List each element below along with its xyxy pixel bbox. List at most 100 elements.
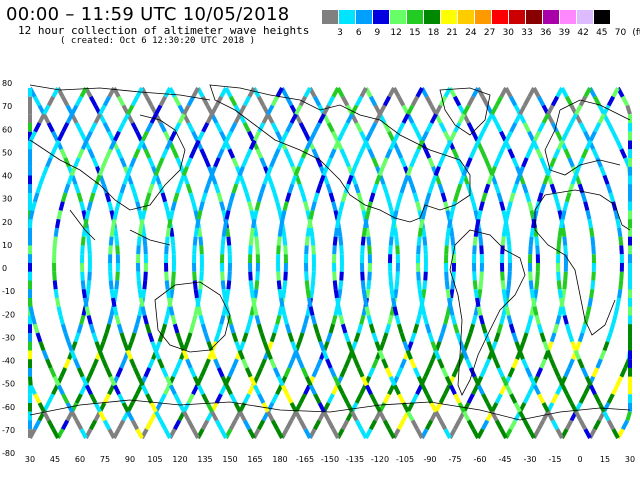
track-segment (381, 183, 389, 194)
track-segment (84, 130, 93, 142)
track-segment (458, 174, 466, 185)
track-segment (468, 192, 476, 203)
track-segment (591, 148, 600, 159)
track-segment (257, 393, 266, 404)
track-segment (84, 384, 93, 396)
track-segment (76, 367, 85, 378)
track-segment (226, 280, 232, 290)
track-segment (362, 297, 369, 308)
track-segment (555, 384, 564, 396)
track-segment (569, 113, 578, 124)
track-segment (275, 384, 284, 396)
track-segment (227, 245, 232, 255)
track-segment (80, 245, 85, 255)
track-segment (613, 306, 620, 316)
track-segment (231, 358, 239, 369)
track-segment (343, 157, 351, 168)
legend-swatch (509, 10, 526, 24)
track-segment (51, 428, 60, 439)
track-segment (290, 174, 298, 185)
track-segment (60, 323, 68, 334)
track-segment (213, 183, 221, 194)
track-segment (284, 323, 292, 334)
track-segment (107, 428, 116, 439)
track-segment (297, 358, 305, 369)
track-segment (158, 419, 168, 431)
track-segment (112, 210, 119, 220)
track-segment (242, 419, 252, 431)
track-segment (54, 297, 61, 308)
track-segment (479, 245, 484, 255)
track-segment (589, 227, 595, 238)
track-segment (423, 245, 428, 255)
track-segment (381, 358, 389, 369)
track-segment (334, 218, 341, 229)
track-segment (521, 332, 529, 343)
track-segment (415, 384, 424, 396)
track-segment (402, 341, 410, 352)
track-segment (304, 271, 309, 281)
track-segment (228, 419, 238, 431)
track-segment (384, 192, 392, 203)
legend-label: 24 (465, 28, 477, 38)
track-segment (392, 306, 399, 316)
track-segment (326, 419, 336, 431)
track-segment (443, 314, 450, 325)
track-segment (471, 87, 480, 98)
track-segment (527, 201, 534, 212)
track-segment (528, 375, 537, 387)
track-segment (310, 201, 317, 212)
track-segment (98, 104, 107, 116)
track-segment (275, 130, 284, 142)
track-segment (422, 314, 429, 325)
track-segment (545, 166, 553, 177)
track-segment (466, 95, 476, 107)
track-segment (191, 314, 198, 325)
track-segment (353, 332, 361, 343)
track-segment (175, 332, 183, 343)
track-segment (222, 218, 229, 229)
track-segment (160, 323, 168, 334)
track-segment (248, 280, 254, 290)
track-segment (172, 192, 180, 203)
track-segment (132, 323, 140, 334)
track-segment (611, 87, 620, 98)
track-segment (521, 157, 529, 168)
track-segment (423, 367, 432, 378)
track-segment (115, 271, 120, 281)
track-segment (564, 323, 572, 334)
track-segment (504, 306, 511, 316)
track-segment (521, 183, 529, 194)
track-segment (580, 148, 589, 159)
track-segment (163, 130, 172, 142)
track-segment (199, 271, 204, 281)
track-segment (430, 174, 438, 185)
track-segment (507, 148, 516, 159)
track-segment (175, 183, 183, 194)
track-segment (606, 393, 615, 404)
track-segment (556, 245, 561, 255)
track-segment (318, 174, 326, 185)
track-segment (170, 314, 177, 325)
track-segment (130, 393, 139, 404)
lon-tick-label: -60 (473, 455, 486, 464)
track-segment (542, 174, 550, 185)
track-segment (371, 332, 379, 343)
track-segment (256, 323, 264, 334)
track-segment (364, 384, 373, 396)
track-segment (455, 183, 463, 194)
track-segment (61, 122, 70, 133)
track-segment (53, 227, 59, 238)
track-segment (300, 148, 309, 159)
track-segment (450, 280, 456, 290)
track-segment (196, 210, 203, 220)
track-segment (58, 314, 65, 325)
track-segment (91, 332, 99, 343)
track-segment (203, 157, 211, 168)
track-segment (500, 139, 509, 151)
legend-label: 18 (427, 28, 440, 38)
track-segment (32, 95, 42, 107)
track-segment (562, 201, 569, 212)
track-segment (608, 192, 616, 203)
track-segment (193, 288, 199, 299)
